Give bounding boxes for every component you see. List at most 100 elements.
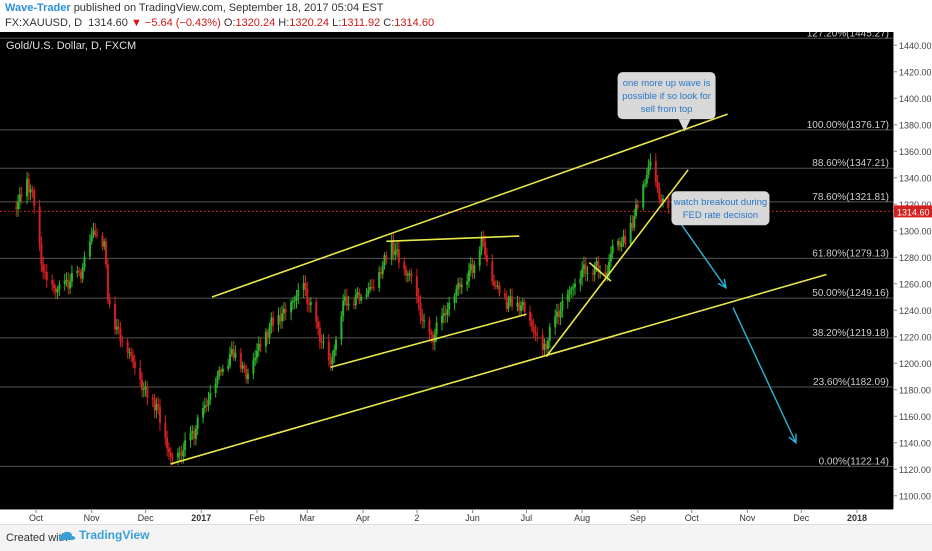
candle-body	[433, 333, 436, 343]
candle-body	[485, 255, 488, 262]
callout-text: watch breakout during	[673, 197, 767, 208]
candle-body	[327, 341, 330, 360]
candle-body	[290, 301, 293, 313]
candle-body	[27, 178, 30, 193]
candle-body	[381, 265, 384, 275]
y-tick-label: 1220.00	[899, 332, 932, 342]
x-tick-label: Nov	[739, 513, 756, 523]
price-axis	[893, 32, 932, 509]
candle-body	[209, 392, 212, 400]
x-tick-label: Jul	[521, 513, 533, 523]
candle-body	[415, 276, 418, 297]
price-chart[interactable]: 1100.00 1120.00 1140.00 1160.00 1180.00 1200.…	[0, 32, 932, 524]
candle-body	[636, 204, 639, 208]
candle-body	[618, 241, 621, 247]
y-tick-label: 1100.00	[899, 491, 931, 501]
candle-body	[119, 328, 122, 342]
candle-body	[478, 250, 481, 266]
open-value: 1320.24	[235, 17, 276, 29]
candle-body	[255, 350, 258, 358]
y-tick-label: 1440.00	[899, 41, 932, 51]
candle-body	[67, 280, 70, 289]
candle-body	[277, 315, 280, 325]
tradingview-logo[interactable]: TradingView	[58, 528, 149, 542]
callout-box	[617, 72, 716, 120]
candle-body	[318, 327, 321, 342]
candle-body	[272, 317, 275, 325]
candle-body	[572, 287, 575, 289]
candle-body	[58, 284, 61, 290]
candle-body	[595, 261, 598, 265]
candle-body	[52, 284, 55, 289]
candle-body	[430, 331, 433, 335]
candle-body	[164, 422, 167, 438]
candle-body	[442, 312, 445, 316]
candle-body	[467, 270, 470, 282]
candle-body	[155, 404, 158, 411]
candle-body	[257, 343, 260, 351]
y-tick-label: 1140.00	[899, 438, 931, 448]
candle-body	[264, 331, 267, 347]
candle-body	[202, 407, 205, 418]
candle-body	[43, 271, 46, 273]
candle-body	[444, 312, 447, 315]
candle-body	[617, 241, 620, 246]
candle-body	[631, 222, 634, 228]
candle-body	[94, 230, 97, 235]
candle-body	[309, 302, 312, 305]
candle-body	[169, 452, 172, 457]
candle-body	[54, 288, 57, 293]
ohlc-line: FX:XAUUSD, D 1314.60 ▼ −5.64 (−0.43%) O:…	[5, 17, 434, 29]
candle-body	[15, 206, 18, 210]
candle-body	[493, 281, 496, 286]
publish-line: Wave-Trader published on TradingView.com…	[5, 2, 384, 14]
candle-body	[26, 178, 29, 197]
candle-body	[108, 299, 111, 305]
candle-body	[455, 288, 458, 296]
author-link[interactable]: Wave-Trader	[5, 2, 71, 14]
y-tick-label: 1120.00	[899, 465, 931, 475]
candle-body	[620, 242, 623, 247]
y-tick-label: 1200.00	[899, 359, 932, 369]
candle-body	[480, 236, 483, 251]
candle-body	[17, 201, 20, 210]
tradingview-cloud-icon	[58, 531, 76, 540]
x-tick-label: Oct	[685, 513, 700, 523]
annotation-callout: watch breakout during FED rate decision	[671, 191, 770, 226]
x-tick-label: Jun	[465, 513, 480, 523]
price-change: ▼ −5.64 (−0.43%)	[130, 17, 221, 29]
candle-body	[484, 242, 487, 256]
candle-body	[232, 349, 235, 358]
callout-box	[671, 191, 770, 226]
candle-body	[106, 264, 109, 300]
annotation-callout: one more up wave is possible if so look f…	[617, 72, 716, 132]
candle-body	[284, 308, 287, 313]
projection-arrow	[674, 215, 727, 289]
candle-body	[340, 316, 343, 340]
candle-body	[347, 303, 350, 306]
candle-body	[635, 204, 638, 216]
candle-body	[293, 300, 296, 302]
candle-body	[343, 296, 346, 301]
candle-body	[593, 264, 596, 275]
x-tick-label: Dec	[793, 513, 810, 523]
x-tick-label: 2018	[847, 513, 867, 523]
candle-body	[633, 215, 636, 228]
fib-label: 50.00%(1249.16)	[812, 288, 889, 299]
candle-body	[511, 296, 514, 307]
candle-body	[597, 261, 600, 272]
candle-body	[586, 273, 589, 275]
fib-label: 88.60%(1347.21)	[812, 158, 889, 169]
candle-body	[408, 273, 411, 275]
candle-body	[471, 264, 474, 273]
y-tick-label: 1420.00	[899, 67, 932, 77]
candle-body	[193, 431, 196, 439]
candle-body	[304, 282, 307, 289]
candle-body	[410, 273, 413, 277]
x-tick-label: Apr	[356, 513, 370, 523]
candle-body	[421, 316, 424, 321]
low-value: 1311.92	[341, 17, 381, 29]
candle-body	[153, 399, 156, 411]
candle-body	[214, 383, 217, 393]
candle-body	[441, 315, 444, 323]
